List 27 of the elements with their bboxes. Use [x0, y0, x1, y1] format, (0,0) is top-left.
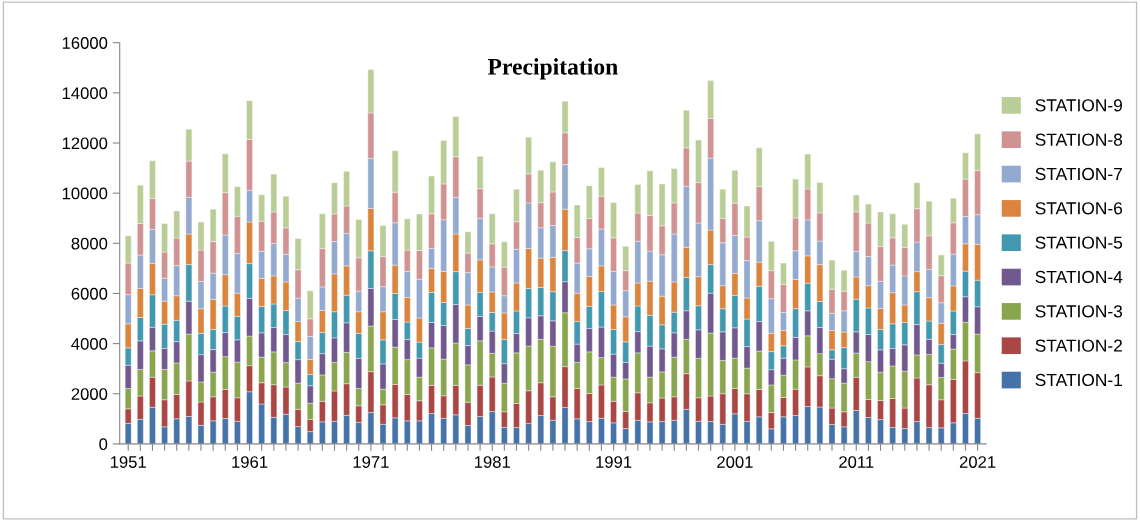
legend-label: STATION-2 — [1035, 339, 1122, 352]
x-tick-label: 1961 — [232, 456, 268, 468]
x-tick-label: 1971 — [353, 456, 389, 468]
legend-label: STATION-8 — [1035, 133, 1123, 146]
y-tick-label: 2000 — [71, 388, 108, 400]
x-tick-label: 2021 — [959, 456, 996, 468]
legend-label: STATION-1 — [1035, 373, 1122, 387]
x-tick-label: 1981 — [474, 456, 510, 468]
legend-label: STATION-4 — [1035, 270, 1123, 284]
y-tick-label: 0 — [99, 438, 108, 451]
legend-label: STATION-9 — [1035, 99, 1122, 112]
x-tick-label: 2001 — [717, 456, 753, 468]
y-tick-label: 8000 — [71, 237, 108, 250]
y-tick-label: 10000 — [62, 187, 108, 200]
y-tick-label: 12000 — [62, 137, 108, 150]
legend-label: STATION-7 — [1035, 167, 1122, 181]
legend-label: STATION-5 — [1035, 236, 1123, 249]
x-tick-label: 2011 — [839, 456, 874, 468]
text: Precipitation — [487, 58, 618, 80]
x-tick-label: 1991 — [596, 456, 632, 468]
legend-label: STATION-3 — [1035, 305, 1123, 318]
y-tick-label: 14000 — [62, 87, 108, 100]
y-tick-label: 6000 — [71, 287, 108, 300]
x-tick-label: 1951 — [110, 456, 146, 468]
y-tick-label: 4000 — [71, 338, 108, 350]
y-tick-label: 16000 — [62, 37, 108, 49]
legend-label: STATION-6 — [1035, 202, 1123, 215]
